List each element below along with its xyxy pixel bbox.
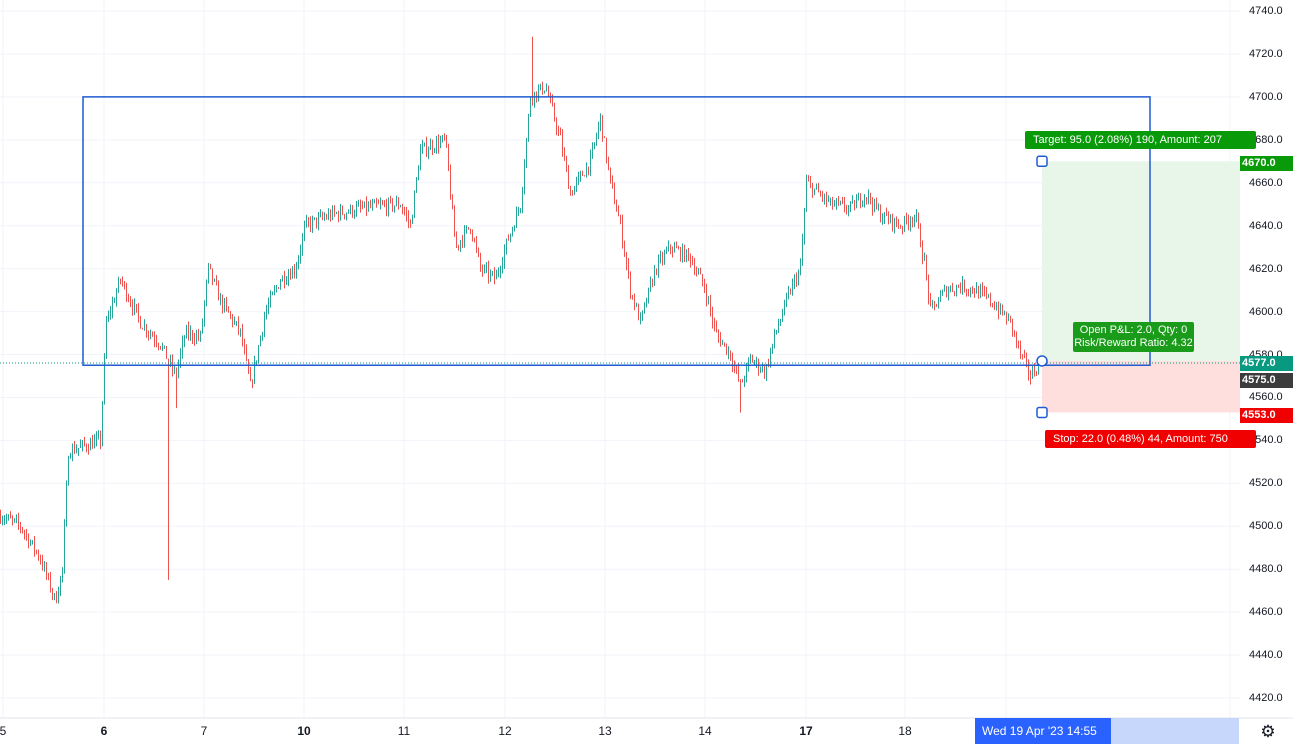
time-axis-label: 17 <box>799 724 813 738</box>
time-axis-label: 12 <box>498 724 512 738</box>
stop-handle[interactable] <box>1036 406 1048 419</box>
time-cursor-label: Wed 19 Apr '23 14:55 <box>975 718 1111 744</box>
price-axis-label: 4480.0 <box>1249 563 1283 576</box>
open-pnl-text: Open P&L: 2.0, Qty: 0 <box>1079 324 1188 336</box>
price-axis-label: 4440.0 <box>1249 649 1283 662</box>
price-axis-label: 4500.0 <box>1249 520 1283 533</box>
stop-price-tag: 4553.0 <box>1240 408 1293 423</box>
range-rectangle[interactable] <box>82 96 1151 366</box>
gear-icon[interactable]: ⚙ <box>1260 722 1276 741</box>
time-axis-label: 5 <box>0 724 7 738</box>
time-axis-label: 11 <box>397 724 411 738</box>
time-axis-label: 14 <box>698 724 712 738</box>
time-axis-label: 13 <box>598 724 612 738</box>
entry-price-tag: 4577.0 <box>1240 356 1293 371</box>
loss-zone[interactable] <box>1042 360 1240 413</box>
price-axis-label: 4720.0 <box>1249 47 1283 60</box>
price-axis-label: 4680.0 <box>1249 133 1283 146</box>
time-axis-label: 7 <box>200 724 208 738</box>
price-axis-label: 4420.0 <box>1249 692 1283 704</box>
candles <box>0 36 1039 604</box>
time-axis-label: 10 <box>297 724 311 738</box>
drawings[interactable] <box>0 96 1240 419</box>
price-axis-label: 4460.0 <box>1249 606 1283 619</box>
risk-reward-text: Risk/Reward Ratio: 4.32 <box>1074 337 1193 349</box>
position-zones <box>1042 161 1240 413</box>
time-axis-label: 18 <box>898 724 912 738</box>
target-handle[interactable] <box>1036 155 1048 168</box>
time-range-highlight <box>1111 718 1239 744</box>
price-axis-label: 4640.0 <box>1249 219 1283 232</box>
price-axis-label: 4660.0 <box>1249 176 1283 189</box>
grid-lines <box>0 0 1293 719</box>
price-axis-label: 4600.0 <box>1249 305 1283 318</box>
target-price-tag: 4670.0 <box>1240 156 1293 171</box>
target-label: Target: 95.0 (2.08%) 190, Amount: 207 <box>1025 131 1256 149</box>
price-axis-label: 4620.0 <box>1249 262 1283 275</box>
time-axis-label: 6 <box>100 724 108 738</box>
open-pnl-label: Open P&L: 2.0, Qty: 0 Risk/Reward Ratio:… <box>1073 322 1194 352</box>
price-axis-label: 4560.0 <box>1249 391 1283 404</box>
price-axis-label: 4540.0 <box>1249 434 1283 447</box>
last-price-tag: 4575.0 <box>1240 373 1293 388</box>
stop-label: Stop: 22.0 (0.48%) 44, Amount: 750 <box>1045 430 1256 448</box>
price-axis-label: 4740.0 <box>1249 5 1283 17</box>
price-axis-label: 4520.0 <box>1249 477 1283 490</box>
price-axis-label: 4700.0 <box>1249 90 1283 103</box>
entry-handle[interactable] <box>1036 355 1048 367</box>
